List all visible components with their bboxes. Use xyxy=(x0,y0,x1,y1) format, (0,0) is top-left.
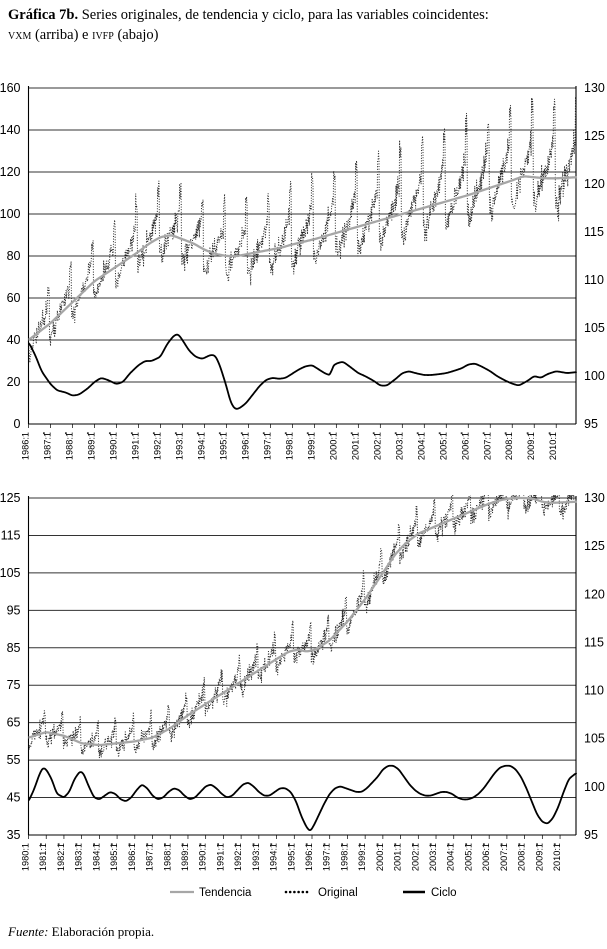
svg-text:1986:1: 1986:1 xyxy=(127,843,137,871)
svg-text:95: 95 xyxy=(7,603,21,617)
svg-text:1980:1: 1980:1 xyxy=(21,843,31,871)
svg-text:Tendencia: Tendencia xyxy=(199,887,252,899)
svg-text:1998:1: 1998:1 xyxy=(339,843,349,871)
svg-text:105: 105 xyxy=(584,732,605,746)
svg-text:1994:1: 1994:1 xyxy=(269,843,279,871)
svg-text:1988:1: 1988:1 xyxy=(162,843,172,871)
svg-text:35: 35 xyxy=(7,828,21,842)
svg-text:2002:1: 2002:1 xyxy=(410,843,420,871)
svg-text:1992:1: 1992:1 xyxy=(152,432,162,460)
svg-text:2001:1: 2001:1 xyxy=(350,432,360,460)
svg-text:115: 115 xyxy=(584,635,604,649)
svg-text:1990:1: 1990:1 xyxy=(108,432,118,460)
svg-text:2007:1: 2007:1 xyxy=(482,432,492,460)
svg-text:80: 80 xyxy=(7,249,21,263)
svg-text:Ciclo: Ciclo xyxy=(431,887,457,899)
svg-text:110: 110 xyxy=(584,684,604,698)
svg-text:45: 45 xyxy=(7,791,21,805)
svg-text:1985:1: 1985:1 xyxy=(109,843,119,871)
svg-text:1999:1: 1999:1 xyxy=(357,843,367,871)
svg-text:120: 120 xyxy=(584,587,605,601)
svg-text:1983:1: 1983:1 xyxy=(74,843,84,871)
svg-text:1991:1: 1991:1 xyxy=(130,432,140,460)
svg-text:1987:1: 1987:1 xyxy=(145,843,155,871)
svg-text:105: 105 xyxy=(584,321,605,335)
svg-text:110: 110 xyxy=(584,273,604,287)
svg-text:120: 120 xyxy=(0,165,21,179)
svg-text:2009:1: 2009:1 xyxy=(534,843,544,871)
svg-text:1992:1: 1992:1 xyxy=(233,843,243,871)
svg-text:1981:1: 1981:1 xyxy=(38,843,48,871)
svg-text:2007:1: 2007:1 xyxy=(499,843,509,871)
svg-text:1998:1: 1998:1 xyxy=(284,432,294,460)
svg-text:1996:1: 1996:1 xyxy=(240,432,250,460)
svg-text:2002:1: 2002:1 xyxy=(372,432,382,460)
svg-text:2005:1: 2005:1 xyxy=(463,843,473,871)
svg-text:125: 125 xyxy=(584,129,605,143)
svg-text:1995:1: 1995:1 xyxy=(218,432,228,460)
svg-text:60: 60 xyxy=(7,291,21,305)
svg-text:85: 85 xyxy=(7,641,21,655)
svg-text:130: 130 xyxy=(584,81,605,95)
svg-text:2000:1: 2000:1 xyxy=(328,432,338,460)
svg-text:20: 20 xyxy=(7,375,21,389)
svg-text:1987:1: 1987:1 xyxy=(42,432,52,460)
svg-text:115: 115 xyxy=(1,528,21,542)
svg-text:2004:1: 2004:1 xyxy=(446,843,456,871)
svg-text:55: 55 xyxy=(7,753,21,767)
svg-text:1984:1: 1984:1 xyxy=(91,843,101,871)
svg-text:1991:1: 1991:1 xyxy=(215,843,225,871)
svg-text:1990:1: 1990:1 xyxy=(198,843,208,871)
svg-text:2008:1: 2008:1 xyxy=(517,843,527,871)
svg-text:75: 75 xyxy=(7,678,21,692)
svg-text:1989:1: 1989:1 xyxy=(86,432,96,460)
svg-text:125: 125 xyxy=(584,539,605,553)
svg-text:2001:1: 2001:1 xyxy=(393,843,403,871)
svg-text:2005:1: 2005:1 xyxy=(438,432,448,460)
svg-text:130: 130 xyxy=(584,491,605,505)
svg-text:1999:1: 1999:1 xyxy=(306,432,316,460)
svg-text:100: 100 xyxy=(0,207,21,221)
svg-text:1997:1: 1997:1 xyxy=(322,843,332,871)
svg-text:1986:1: 1986:1 xyxy=(21,432,31,460)
svg-text:100: 100 xyxy=(584,780,605,794)
svg-text:2010:1: 2010:1 xyxy=(552,843,562,871)
svg-text:2000:1: 2000:1 xyxy=(375,843,385,871)
svg-text:125: 125 xyxy=(0,491,21,505)
svg-text:160: 160 xyxy=(0,81,21,95)
svg-text:2004:1: 2004:1 xyxy=(416,432,426,460)
svg-text:1982:1: 1982:1 xyxy=(56,843,66,871)
svg-text:95: 95 xyxy=(584,828,598,842)
svg-text:2006:1: 2006:1 xyxy=(460,432,470,460)
svg-text:1993:1: 1993:1 xyxy=(251,843,261,871)
svg-text:Original: Original xyxy=(318,887,358,899)
svg-text:2010:1: 2010:1 xyxy=(548,432,558,460)
svg-text:105: 105 xyxy=(0,566,21,580)
svg-text:95: 95 xyxy=(584,417,598,431)
svg-text:115: 115 xyxy=(584,225,604,239)
svg-text:2003:1: 2003:1 xyxy=(394,432,404,460)
svg-text:1988:1: 1988:1 xyxy=(64,432,74,460)
svg-text:1993:1: 1993:1 xyxy=(174,432,184,460)
svg-text:1994:1: 1994:1 xyxy=(196,432,206,460)
svg-text:120: 120 xyxy=(584,177,605,191)
svg-text:2009:1: 2009:1 xyxy=(526,432,536,460)
svg-text:2008:1: 2008:1 xyxy=(504,432,514,460)
svg-text:1989:1: 1989:1 xyxy=(180,843,190,871)
svg-text:40: 40 xyxy=(7,333,21,347)
svg-text:100: 100 xyxy=(584,369,605,383)
svg-text:0: 0 xyxy=(14,417,21,431)
svg-text:1997:1: 1997:1 xyxy=(262,432,272,460)
svg-text:2003:1: 2003:1 xyxy=(428,843,438,871)
svg-text:140: 140 xyxy=(0,123,21,137)
svg-text:2006:1: 2006:1 xyxy=(481,843,491,871)
svg-text:1995:1: 1995:1 xyxy=(286,843,296,871)
svg-text:65: 65 xyxy=(7,716,21,730)
svg-text:1996:1: 1996:1 xyxy=(304,843,314,871)
